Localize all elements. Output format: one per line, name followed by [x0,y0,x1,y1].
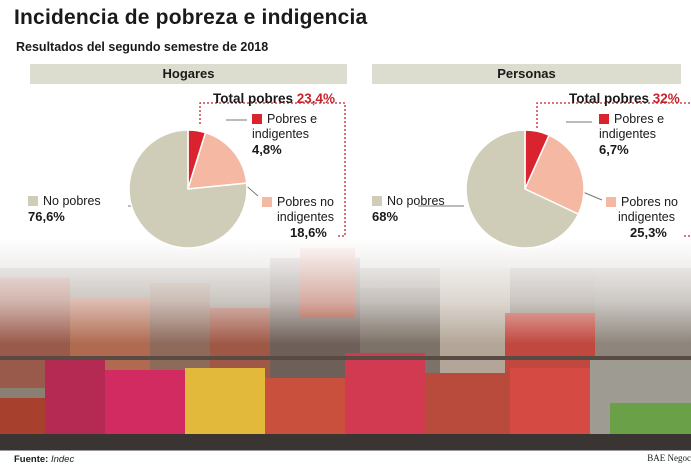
footer-source: Fuente: Indec [14,454,74,465]
swatch-indigentes-hogares [252,114,262,124]
legend-indigentes-personas: Pobres e indigentes 6,7% [599,112,664,158]
value-no-pobres-personas: 68% [372,209,399,224]
value-pobres-no-indigentes-personas: 25,3% [630,225,667,240]
value-pobres-no-indigentes-hogares: 18,6% [290,225,327,240]
legend-no-pobres-personas: No pobres 68% [372,194,445,225]
photo-credit: BAE Negoc [647,453,691,463]
background-photo [0,238,691,450]
label-no-pobres-personas: No pobres [387,194,445,208]
swatch-no-pobres-personas [372,196,382,206]
chart-title-personas: Personas [372,64,681,84]
total-pobres-hogares: Total pobres 23,4% [213,91,335,106]
legend-indigentes-hogares: Pobres e indigentes 4,8% [252,112,317,158]
page-subtitle: Resultados del segundo semestre de 2018 [16,40,269,54]
total-value-personas: 32% [652,91,680,106]
total-label-personas: Total pobres [569,91,650,106]
pie-slice-pobres-no-indigentes-hogares [186,131,248,190]
legend-no-pobres-hogares: No pobres 76,6% [28,194,101,225]
label-indigentes-personas-1: Pobres e [614,112,665,126]
swatch-pobres-no-indigentes-hogares [262,197,272,207]
label-pobres-no-indigentes-hogares-2: indigentes [277,210,334,224]
chart-title-hogares: Hogares [30,64,347,84]
total-label-hogares: Total pobres [213,91,294,106]
total-pobres-personas: Total pobres 32% [569,91,680,106]
value-no-pobres-hogares: 76,6% [28,209,65,224]
footer-rule [0,450,691,451]
source-label: Fuente: [14,454,49,465]
value-indigentes-hogares: 4,8% [252,142,282,157]
legend-pobres-no-indigentes-hogares: Pobres no indigentes 18,6% [262,195,334,241]
pie-slice-no-pobres-personas [465,129,580,249]
swatch-no-pobres-hogares [28,196,38,206]
page-title: Incidencia de pobreza e indigencia [14,6,368,29]
source-value: Indec [50,454,75,465]
swatch-pobres-no-indigentes-personas [606,197,616,207]
label-pobres-no-indigentes-hogares-1: Pobres no [277,195,334,209]
label-pobres-no-indigentes-personas-1: Pobres no [621,195,678,209]
label-indigentes-hogares-2: indigentes [252,127,309,141]
swatch-indigentes-personas [599,114,609,124]
label-indigentes-hogares-1: Pobres e [267,112,318,126]
label-pobres-no-indigentes-personas-2: indigentes [618,210,675,224]
total-value-hogares: 23,4% [296,91,336,106]
label-indigentes-personas-2: indigentes [599,127,656,141]
label-no-pobres-hogares: No pobres [43,194,101,208]
value-indigentes-personas: 6,7% [599,142,629,157]
pie-slice-pobres-no-indigentes-personas [524,134,585,216]
pie-slice-no-pobres-hogares [128,129,248,249]
legend-pobres-no-indigentes-personas: Pobres no indigentes 25,3% [606,195,678,241]
